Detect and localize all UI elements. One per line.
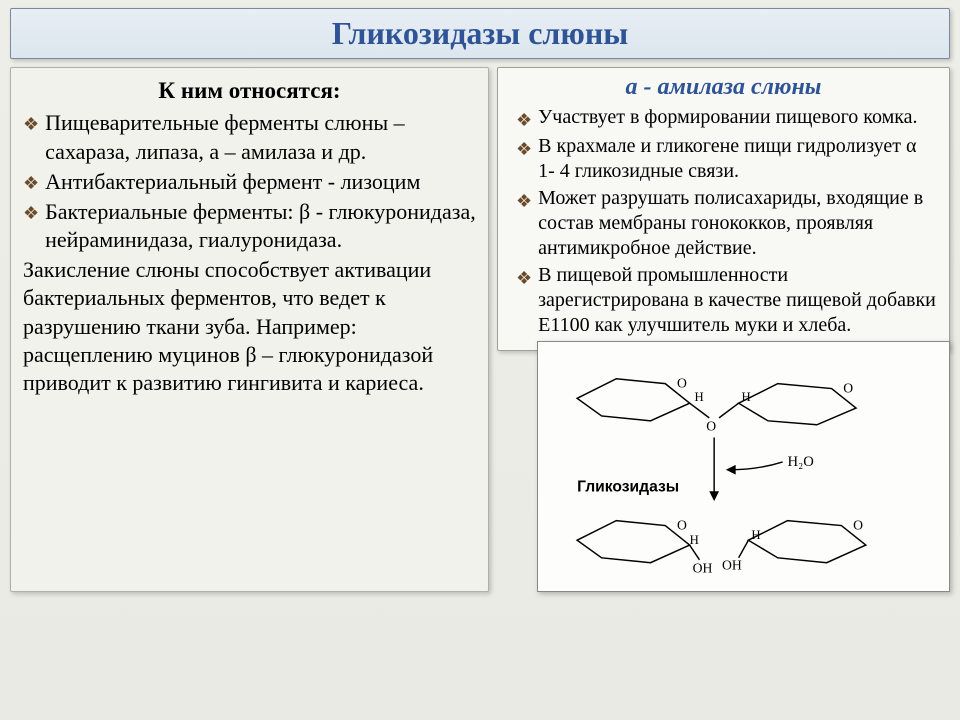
right-column: а - амилаза слюны ❖ Участвует в формиров… [497,67,950,592]
right-panel: а - амилаза слюны ❖ Участвует в формиров… [497,67,950,351]
left-heading: К ним относятся: [23,76,476,105]
right-bullet-3-text: Может разрушать полисахариды, входящие в… [538,186,937,261]
right-bullet-2-text: В крахмале и гликогене пищи гидролизует … [538,134,937,184]
left-paragraph: Закисление слюны способствует активации … [23,256,476,397]
left-bullet-1: ❖ Пищеварительные ферменты слюны – сахар… [23,109,476,165]
atom-H: H [751,528,760,542]
title-box: Гликозидазы слюны [10,8,950,59]
content-columns: К ним относятся: ❖ Пищеварительные ферме… [6,67,954,592]
atom-O: O [677,517,687,532]
diamond-icon: ❖ [23,113,39,136]
atom-O: O [843,380,853,395]
atom-O: O [677,375,687,390]
glycosidase-svg: O H O O H [538,342,949,592]
left-bullet-1-text: Пищеварительные ферменты слюны – сахараз… [45,109,476,165]
reaction-diagram: O H O O H [537,341,950,593]
atom-O: O [853,517,863,532]
atom-O: O [706,418,716,433]
left-bullet-3-text: Бактериальные ферменты: β - глюкуронидаз… [45,198,476,254]
diamond-icon: ❖ [516,267,532,290]
slide: Гликозидазы слюны К ним относятся: ❖ Пищ… [0,0,960,720]
enzyme-label: Гликозидазы [577,478,679,495]
right-bullet-1-text: Участвует в формировании пищевого комка. [538,105,917,130]
atom-OH: OH [693,560,713,575]
left-bullet-2: ❖ Антибактериальный фермент - лизоцим [23,168,476,196]
right-bullet-1: ❖ Участвует в формировании пищевого комк… [510,105,937,132]
diamond-icon: ❖ [23,202,39,225]
diamond-icon: ❖ [516,138,532,161]
right-bullet-4-text: В пищевой промышленности зарегистрирован… [538,263,937,338]
diamond-icon: ❖ [516,190,532,213]
right-bullet-4: ❖ В пищевой промышленности зарегистриров… [510,263,937,338]
diamond-icon: ❖ [516,109,532,132]
left-bullet-3: ❖ Бактериальные ферменты: β - глюкуронид… [23,198,476,254]
right-bullet-3: ❖ Может разрушать полисахариды, входящие… [510,186,937,261]
right-heading: а - амилаза слюны [510,74,937,101]
right-bullet-2: ❖ В крахмале и гликогене пищи гидролизуе… [510,134,937,184]
left-bullet-2-text: Антибактериальный фермент - лизоцим [45,168,420,196]
atom-H: H [742,390,751,404]
slide-title: Гликозидазы слюны [21,15,939,52]
left-panel: К ним относятся: ❖ Пищеварительные ферме… [10,67,489,592]
atom-H: H [690,533,699,547]
atom-H: H [695,390,704,404]
atom-OH: OH [722,557,742,572]
water-label: H₂O [788,453,814,469]
diamond-icon: ❖ [23,172,39,195]
